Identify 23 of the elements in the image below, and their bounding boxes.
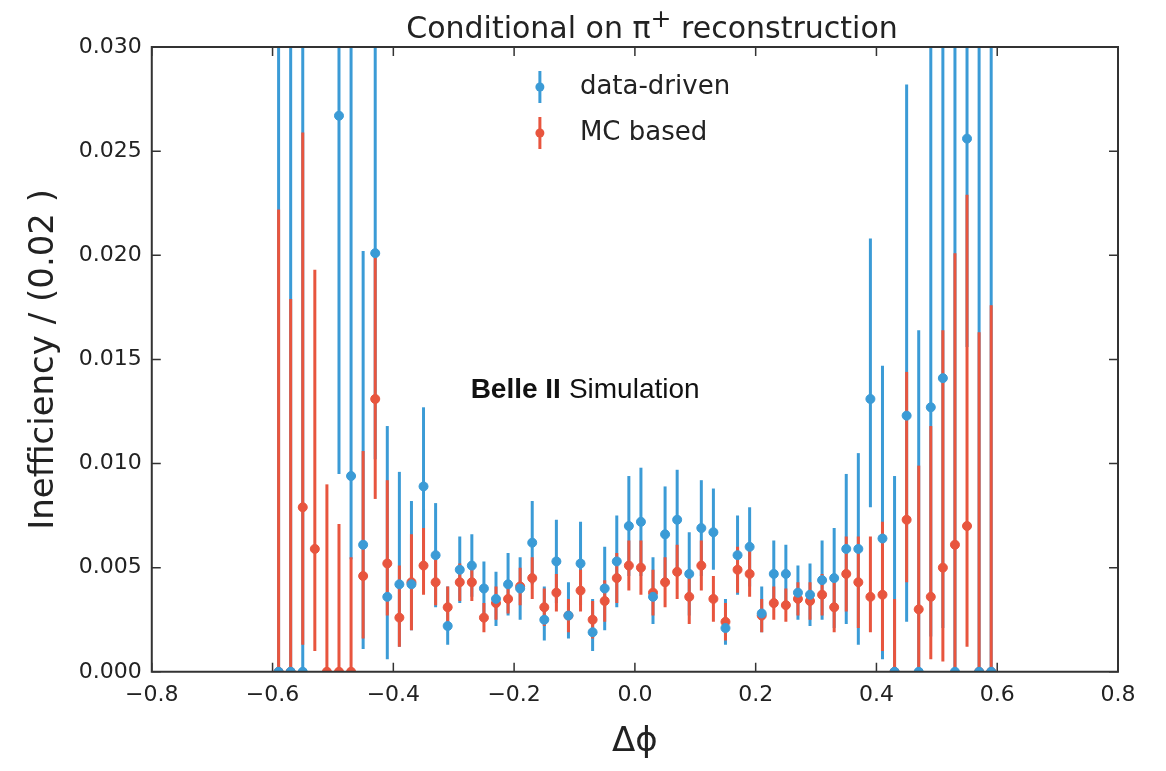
y-tick-label: 0.015 bbox=[78, 345, 142, 371]
x-tick-label: 0.2 bbox=[738, 680, 774, 706]
x-tick-label: 0.0 bbox=[617, 680, 653, 706]
x-tick-label: −0.4 bbox=[366, 680, 421, 706]
y-tick-label: 0.030 bbox=[78, 32, 142, 58]
x-tick-label: 0.4 bbox=[858, 680, 894, 706]
x-axis-title: Δϕ bbox=[612, 719, 658, 760]
x-tick-label: 0.8 bbox=[1100, 680, 1136, 706]
annotation: Simulation bbox=[568, 373, 700, 405]
x-tick-label: 0.6 bbox=[979, 680, 1015, 706]
y-tick-label: 0.000 bbox=[78, 657, 142, 683]
chart-title: Conditional on π$^{+}$ reconstruction bbox=[405, 4, 899, 45]
legend-label: MC based bbox=[579, 115, 708, 146]
y-axis-title: Inefficiency / (0.02 ) bbox=[21, 188, 62, 530]
annotation: Belle II bbox=[470, 373, 561, 405]
x-tick-label: −0.2 bbox=[487, 680, 541, 706]
x-tick-label: −0.8 bbox=[125, 680, 179, 706]
y-tick-label: 0.025 bbox=[78, 136, 142, 162]
y-tick-label: 0.020 bbox=[78, 240, 142, 266]
y-tick-label: 0.010 bbox=[78, 449, 142, 475]
y-tick-label: 0.005 bbox=[78, 553, 142, 579]
x-tick-label: −0.6 bbox=[245, 680, 300, 706]
legend-label: data-driven bbox=[579, 69, 731, 100]
